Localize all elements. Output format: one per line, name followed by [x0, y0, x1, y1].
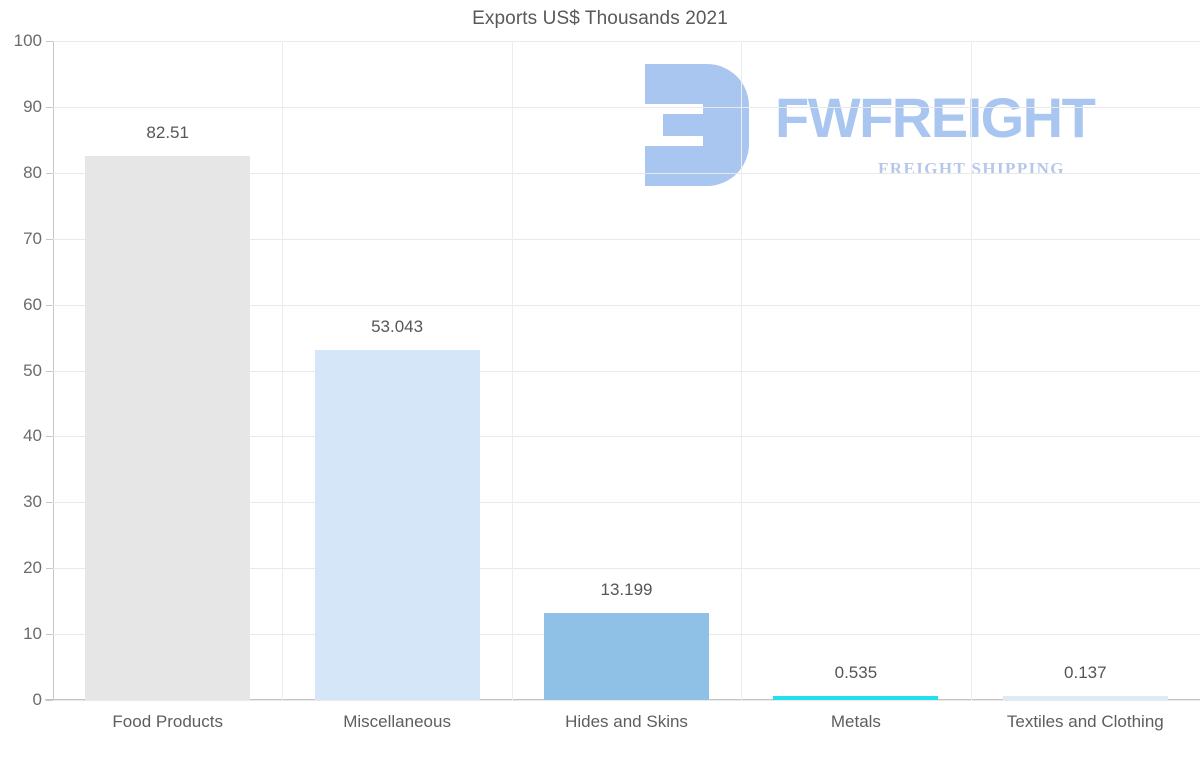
x-axis-label: Food Products: [112, 712, 223, 731]
y-axis-label: 30: [23, 492, 42, 512]
gridline-vertical: [511, 41, 513, 700]
bar[interactable]: [773, 696, 939, 700]
y-axis-label: 80: [23, 162, 42, 182]
bar[interactable]: [1002, 696, 1168, 700]
y-axis-tick: [46, 634, 53, 636]
x-axis-label: Hides and Skins: [565, 712, 688, 731]
bar-value-label: 82.51: [146, 123, 189, 143]
y-axis-label: 50: [23, 360, 42, 380]
y-axis-label: 0: [32, 690, 42, 709]
gridline-vertical: [282, 41, 284, 700]
gridline-vertical: [970, 41, 972, 700]
y-axis-tick: [46, 106, 53, 108]
x-axis-label: Miscellaneous: [343, 712, 451, 731]
gridline-horizontal: [53, 304, 1200, 306]
gridline-horizontal: [53, 106, 1200, 108]
y-axis-tick: [46, 436, 53, 438]
y-axis-label: 100: [13, 31, 42, 50]
y-axis-label: 20: [23, 558, 42, 578]
gridline-horizontal: [53, 436, 1200, 438]
gridline-horizontal: [53, 41, 1200, 42]
gridline-horizontal: [53, 238, 1200, 240]
x-axis-label: Textiles and Clothing: [1006, 712, 1164, 731]
chart-title: Exports US$ Thousands 2021: [472, 8, 728, 29]
y-axis-label: 40: [23, 426, 42, 446]
plot-area: 0 10 20 30 40 50 60 70 80 90 100 82.51 53.043 13.199 0…: [14, 31, 1200, 709]
y-axis-label: 90: [23, 96, 42, 116]
y-axis-tick: [46, 502, 53, 504]
gridline-vertical: [741, 41, 743, 700]
y-axis-label: 70: [23, 228, 42, 248]
y-axis-tick: [46, 238, 53, 240]
bar-value-label: 0.535: [834, 663, 878, 682]
y-axis-tick: [46, 700, 53, 701]
bar[interactable]: [544, 613, 709, 700]
gridline-horizontal: [53, 172, 1200, 174]
y-axis-label: 10: [23, 624, 42, 644]
bar-value-label: 13.199: [600, 580, 653, 600]
bar[interactable]: [85, 156, 251, 700]
y-axis-tick: [46, 41, 53, 42]
gridline-horizontal: [53, 568, 1200, 570]
y-axis-tick: [46, 370, 53, 372]
y-axis-tick: [46, 172, 53, 174]
gridline-horizontal: [53, 700, 1200, 701]
bar-value-label: 53.043: [371, 317, 424, 337]
bar-value-label: 0.137: [1064, 663, 1107, 682]
bar[interactable]: [314, 350, 480, 700]
gridline-horizontal: [53, 502, 1200, 504]
y-axis-tick: [46, 304, 53, 306]
y-axis-label: 60: [23, 294, 42, 314]
y-axis-tick: [46, 568, 53, 570]
gridline-horizontal: [53, 370, 1200, 372]
x-axis-label: Metals: [830, 712, 881, 731]
